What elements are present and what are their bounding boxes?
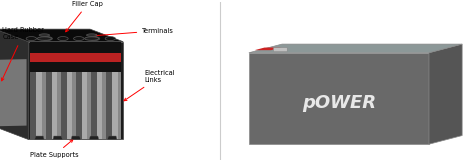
Polygon shape bbox=[97, 72, 102, 139]
Polygon shape bbox=[76, 72, 82, 139]
Polygon shape bbox=[30, 72, 36, 139]
Polygon shape bbox=[112, 72, 118, 139]
Polygon shape bbox=[82, 72, 87, 139]
Ellipse shape bbox=[73, 37, 84, 40]
Polygon shape bbox=[0, 29, 123, 42]
Polygon shape bbox=[67, 72, 72, 139]
Polygon shape bbox=[108, 136, 117, 140]
Polygon shape bbox=[249, 53, 429, 144]
Polygon shape bbox=[46, 72, 52, 139]
Polygon shape bbox=[52, 72, 57, 139]
Polygon shape bbox=[0, 29, 28, 140]
Polygon shape bbox=[91, 72, 97, 139]
Polygon shape bbox=[61, 72, 67, 139]
Text: Electrical
Links: Electrical Links bbox=[124, 70, 175, 101]
Polygon shape bbox=[255, 48, 281, 50]
Ellipse shape bbox=[86, 34, 97, 36]
Ellipse shape bbox=[42, 37, 53, 40]
Polygon shape bbox=[0, 59, 27, 126]
Text: Plate Supports: Plate Supports bbox=[30, 140, 79, 158]
Polygon shape bbox=[28, 42, 123, 140]
Polygon shape bbox=[429, 44, 462, 144]
Text: pOWER: pOWER bbox=[302, 94, 376, 112]
Polygon shape bbox=[36, 72, 42, 139]
Polygon shape bbox=[35, 136, 44, 140]
Ellipse shape bbox=[39, 34, 50, 36]
Ellipse shape bbox=[105, 37, 116, 40]
Ellipse shape bbox=[26, 37, 36, 40]
Polygon shape bbox=[30, 42, 121, 72]
Ellipse shape bbox=[84, 37, 99, 40]
Text: Hard Rubber
Case: Hard Rubber Case bbox=[1, 27, 44, 81]
Polygon shape bbox=[71, 136, 81, 140]
Polygon shape bbox=[106, 72, 112, 139]
Ellipse shape bbox=[89, 37, 100, 40]
Polygon shape bbox=[53, 136, 63, 140]
Ellipse shape bbox=[37, 37, 52, 40]
Text: Filler Cap: Filler Cap bbox=[66, 1, 103, 32]
Polygon shape bbox=[30, 72, 121, 139]
Polygon shape bbox=[89, 136, 99, 140]
Polygon shape bbox=[30, 53, 121, 62]
Polygon shape bbox=[249, 44, 462, 53]
FancyBboxPatch shape bbox=[273, 48, 287, 52]
Text: Terminals: Terminals bbox=[94, 28, 174, 37]
Ellipse shape bbox=[58, 37, 68, 40]
